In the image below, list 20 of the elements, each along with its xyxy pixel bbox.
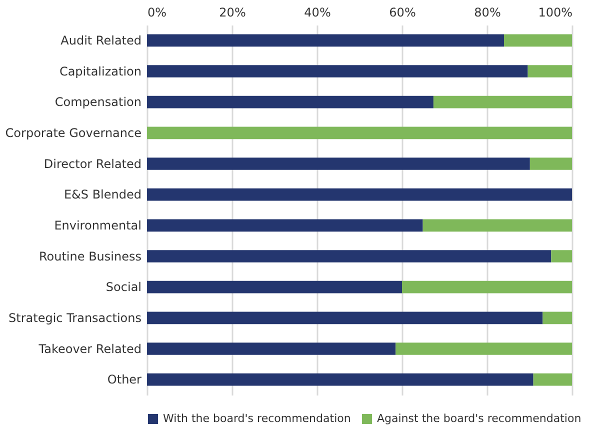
- x-tick-label: 40%: [304, 6, 331, 20]
- x-tick-label: 20%: [219, 6, 246, 20]
- legend-label: Against the board's recommendation: [377, 412, 582, 425]
- y-tick-label: Corporate Governance: [5, 126, 142, 140]
- y-tick-label: Audit Related: [60, 33, 142, 48]
- y-tick-label: Routine Business: [38, 249, 142, 264]
- x-tick-label: 80%: [474, 6, 501, 20]
- y-tick-label: Director Related: [44, 156, 142, 171]
- y-tick-label: Social: [106, 280, 142, 294]
- y-tick-label: Strategic Transactions: [8, 310, 142, 325]
- y-tick-label: Compensation: [54, 95, 142, 110]
- x-tick-label: 0%: [148, 6, 167, 20]
- legend-label: With the board's recommendation: [163, 412, 351, 425]
- y-tick-label: E&S Blended: [64, 188, 142, 202]
- y-tick-label: Other: [107, 372, 142, 387]
- x-tick-label: 100%: [538, 6, 572, 20]
- y-tick-label: Environmental: [54, 218, 142, 232]
- y-tick-label: Capitalization: [59, 64, 142, 78]
- x-tick-label: 60%: [389, 6, 416, 20]
- y-tick-label: Takeover Related: [38, 342, 142, 356]
